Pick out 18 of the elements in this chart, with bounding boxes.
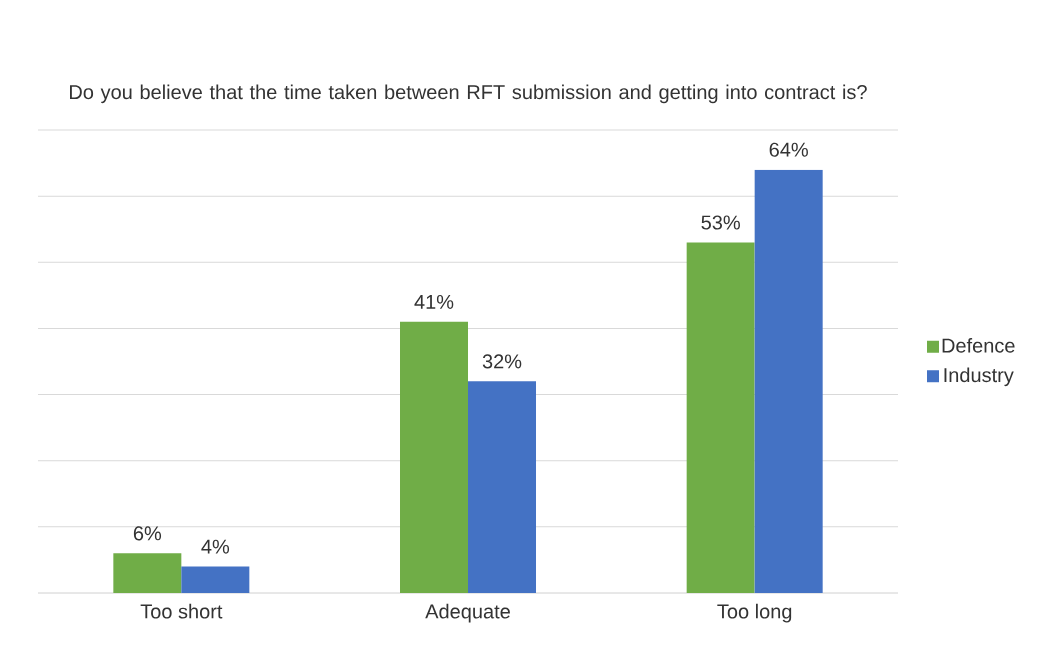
data-label: 4% — [201, 539, 230, 554]
data-label: 32% — [482, 354, 522, 369]
data-label: 64% — [769, 142, 808, 157]
data-label: 41% — [414, 294, 454, 309]
x-tick-label: Adequate — [425, 603, 510, 623]
x-tick-label: Too long — [717, 603, 792, 623]
bar — [754, 169, 823, 593]
chart-title: Do you believe that the time taken between RFT submission and getting into contract is? — [70, 84, 867, 104]
bar — [400, 321, 468, 593]
data-label: 6% — [133, 526, 162, 541]
legend-label: Defence — [942, 338, 1015, 353]
legend-label: Industry — [944, 367, 1014, 387]
bar — [181, 566, 250, 593]
bar — [468, 381, 536, 593]
bar — [686, 242, 755, 593]
bar — [113, 553, 182, 593]
data-label: 53% — [701, 215, 740, 230]
x-tick-label: Too short — [140, 603, 223, 619]
